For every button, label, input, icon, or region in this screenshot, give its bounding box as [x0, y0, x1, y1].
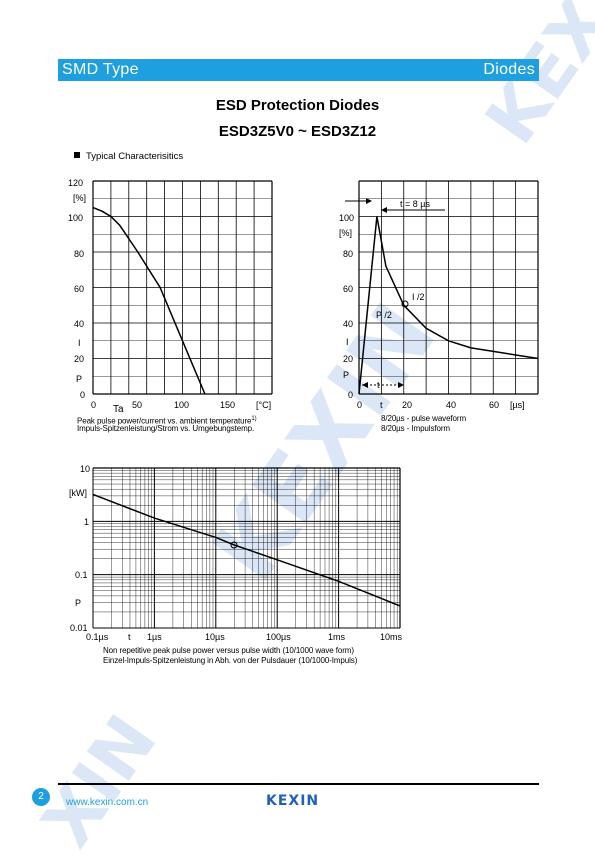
x-tick-label: 10µs	[205, 632, 225, 642]
y-tick-label: 0.1	[75, 570, 88, 580]
bullet-square-icon	[74, 152, 80, 159]
x-tick-label: 100	[174, 400, 189, 410]
y-tick-label: 20	[74, 354, 84, 364]
chart3-caption-de: Einzel-Impuls-Spitzenleistung in Abh. vo…	[103, 656, 358, 665]
arrow-right-icon	[398, 382, 404, 388]
y-tick-label: 20	[343, 354, 353, 364]
brand-logo: KEXIN	[266, 793, 320, 809]
footer-divider	[58, 783, 539, 785]
x-unit-label: [µs]	[510, 400, 525, 410]
y-tick-label: 80	[74, 249, 84, 259]
arrow-left-icon	[362, 382, 368, 388]
y-tick-label: 100	[339, 213, 354, 223]
x-tick-label: 60	[489, 400, 499, 410]
x-tick-label: 50	[132, 400, 142, 410]
x-tick-label: 150	[220, 400, 235, 410]
charts-canvas: 120 [%] 100 80 60 40 I 20 P 0 0 50 100 1…	[68, 178, 539, 642]
series-label-i: I	[346, 337, 349, 347]
x-unit-label: [°C]	[256, 400, 271, 410]
x-variable-label: Ta	[113, 404, 124, 415]
header-left: SMD Type	[62, 61, 139, 78]
pulse-width-label: t	[377, 380, 380, 390]
y-tick-label: 0.01	[70, 623, 88, 633]
reference-point-marker	[230, 541, 238, 549]
series-label-i: I	[78, 338, 81, 348]
chart2-caption-en: 8/20µs - pulse waveform	[381, 414, 467, 423]
y-unit-label: [%]	[73, 193, 86, 203]
section-heading: Typical Characterisitics	[74, 151, 183, 162]
chart3-caption-en: Non repetitive peak pulse power versus p…	[103, 646, 354, 655]
arrow-left-icon	[381, 207, 387, 213]
series-line-derating	[92, 206, 206, 395]
half-point-marker	[401, 300, 409, 308]
y-tick-label: 0	[80, 390, 85, 400]
x-tick-label: 100µs	[266, 632, 291, 642]
header-bar: SMD Type Diodes	[58, 59, 539, 81]
y-tick-label: 40	[343, 319, 353, 329]
y-tick-label: 80	[343, 249, 353, 259]
y-tick-label: 60	[343, 284, 353, 294]
series-line-power	[92, 493, 401, 607]
y-tick-label: 10	[80, 464, 90, 474]
x-tick-label: 10ms	[380, 632, 403, 642]
page-title: ESD Protection Diodes	[215, 97, 380, 114]
tp-axis-label: t	[128, 632, 131, 642]
y-tick-label: 0	[348, 390, 353, 400]
y-unit-label: [%]	[339, 228, 352, 238]
x-tick-label: 20	[402, 400, 412, 410]
chart-pulse-power: 10 [kW] 1 0.1 P 0.01 0.1µs t 1µs 10µs 10…	[69, 464, 403, 642]
page-number: 2	[32, 788, 50, 806]
x-tick-label: 1ms	[328, 632, 346, 642]
ppp-axis-label: P	[75, 598, 81, 608]
x-tick-label: 0.1µs	[86, 632, 109, 642]
ipp-half-label: I /2	[412, 292, 425, 302]
section-title: Typical Characterisitics	[86, 151, 184, 162]
chart1-caption-de: Impuls-Spitzenleistung/Strom vs. Umgebun…	[77, 424, 255, 433]
header-right: Diodes	[483, 61, 535, 78]
y-tick-label: 100	[68, 213, 83, 223]
x-tick-label: t	[380, 400, 383, 410]
y-unit-label: [kW]	[69, 488, 87, 498]
x-tick-label: 40	[446, 400, 456, 410]
x-tick-label: 0	[357, 400, 362, 410]
rise-time-label: t = 8 µs	[400, 199, 430, 209]
y-tick-label: 1	[84, 517, 89, 527]
website-link[interactable]: www.kexin.com.cn	[66, 797, 149, 808]
y-tick-label: 60	[74, 284, 84, 294]
ppp-half-label: P /2	[376, 310, 392, 320]
series-line-waveform	[358, 216, 539, 395]
page-subtitle: ESD3Z5V0 ~ ESD3Z12	[218, 123, 377, 140]
chart-pulse-waveform: t = 8 µs 100 [%] 80 60 I /2 P /2 40 I 20…	[339, 180, 539, 410]
series-label-p: P	[343, 370, 349, 380]
footnote-mark: 1)	[251, 416, 257, 422]
y-tick-label: 40	[74, 319, 84, 329]
series-label-p: P	[76, 374, 82, 384]
arrow-right-icon	[366, 198, 372, 204]
chart2-caption-de: 8/20µs - Impulsform	[381, 424, 450, 433]
x-tick-label: 1µs	[147, 632, 162, 642]
x-tick-label: 0	[91, 400, 96, 410]
chart1-caption-en: Peak pulse power/current vs. ambient tem…	[77, 416, 257, 426]
chart-derating: 120 [%] 100 80 60 40 I 20 P 0 0 50 100 1…	[68, 178, 273, 415]
y-tick-label: 120	[68, 178, 83, 188]
